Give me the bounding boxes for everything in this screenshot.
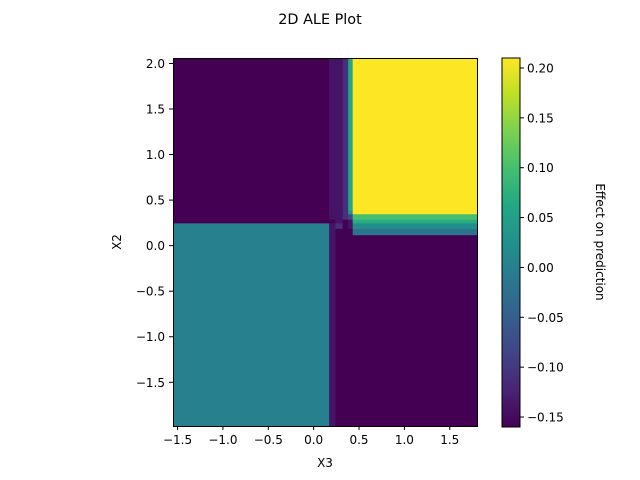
heatmap-cell: [173, 234, 330, 427]
colorbar-tick-label: 0.20: [527, 61, 554, 75]
colorbar-tick-label: 0.05: [527, 211, 554, 225]
colorbar: [501, 57, 521, 428]
x-tick-label: 0.0: [304, 433, 323, 447]
y-tick-label: −1.5: [136, 376, 165, 390]
chart-title: 2D ALE Plot: [278, 12, 362, 28]
colorbar-tick-label: −0.05: [527, 311, 564, 325]
heatmap-cell: [173, 228, 330, 236]
heatmap-cell: [329, 219, 336, 224]
x-tick-label: −1.5: [163, 433, 192, 447]
heatmap-cell: [335, 234, 344, 427]
heatmap-cell: [348, 58, 354, 211]
heatmap-cell: [348, 234, 354, 427]
heatmap-cell: [342, 213, 349, 220]
heatmap-cell: [329, 210, 336, 215]
heatmap-cell: [352, 58, 478, 211]
heatmap-cell: [173, 219, 330, 224]
y-tick-label: −1.0: [136, 330, 165, 344]
heatmap-cell: [335, 219, 344, 224]
heatmap-cell: [348, 213, 354, 220]
y-tick-label: −0.5: [136, 285, 165, 299]
colorbar-tick-label: −0.10: [527, 361, 564, 375]
heatmap-cell: [352, 213, 478, 220]
y-tick-label: 0.0: [146, 239, 165, 253]
x-axis-ticks: −1.5 −1.0 −0.5 0.0 0.5 1.0 1.5: [163, 426, 459, 447]
colorbar-tick-label: −0.15: [527, 411, 564, 425]
heatmap-cell: [348, 210, 354, 215]
heatmap-cell: [329, 228, 336, 236]
y-tick-label: 2.0: [146, 57, 165, 71]
y-tick-label: 1.0: [146, 148, 165, 162]
y-axis-label: X2: [110, 234, 124, 250]
heatmap-cell: [342, 234, 349, 427]
colorbar-tick-label: 0.15: [527, 111, 554, 125]
heatmap-cell: [335, 210, 344, 215]
heatmap-cell: [352, 210, 478, 215]
colorbar-ticks: −0.15 −0.10 −0.05 0.00 0.05 0.10 0.15 0.20: [520, 61, 564, 425]
plot-frame: [173, 58, 478, 427]
x-tick-label: −1.0: [208, 433, 237, 447]
heatmap-cell: [348, 219, 354, 224]
heatmap-cell: [335, 58, 344, 211]
heatmap-cell: [342, 219, 349, 224]
x-tick-label: 1.5: [440, 433, 459, 447]
y-tick-label: 1.5: [146, 103, 165, 117]
heatmap-cell: [348, 222, 354, 229]
heatmap-cell: [335, 213, 344, 220]
heatmap-cell: [173, 210, 330, 215]
y-axis-ticks: −1.5 −1.0 −0.5 0.0 0.5 1.0 1.5 2.0: [136, 57, 173, 390]
heatmap-cell: [173, 213, 330, 220]
heatmap-cells: [173, 58, 478, 427]
heatmap-cell: [173, 222, 330, 229]
colorbar-tick-label: 0.00: [527, 261, 554, 275]
heatmap-cell: [329, 58, 336, 211]
colorbar-tick-label: 0.10: [527, 161, 554, 175]
heatmap-cell: [348, 228, 354, 236]
heatmap-cell: [329, 222, 336, 229]
colorbar-label: Effect on prediction: [593, 183, 607, 300]
y-tick-label: 0.5: [146, 194, 165, 208]
heatmap-cell: [342, 210, 349, 215]
x-tick-label: 1.0: [395, 433, 414, 447]
heatmap-cell: [329, 234, 336, 427]
x-axis-label: X3: [317, 456, 333, 470]
heatmap-cell: [173, 58, 330, 211]
heatmap-cell: [342, 228, 349, 236]
heatmap-cell: [342, 58, 349, 211]
heatmap-cell: [329, 213, 336, 220]
heatmap-cell: [335, 228, 344, 236]
heatmap-cell: [342, 222, 349, 229]
heatmap-cell: [352, 228, 478, 236]
heatmap-cell: [335, 222, 344, 229]
x-tick-label: −0.5: [254, 433, 283, 447]
x-tick-label: 0.5: [349, 433, 368, 447]
heatmap-cell: [352, 219, 478, 224]
heatmap-cell: [352, 234, 478, 427]
heatmap-cell: [352, 222, 478, 229]
